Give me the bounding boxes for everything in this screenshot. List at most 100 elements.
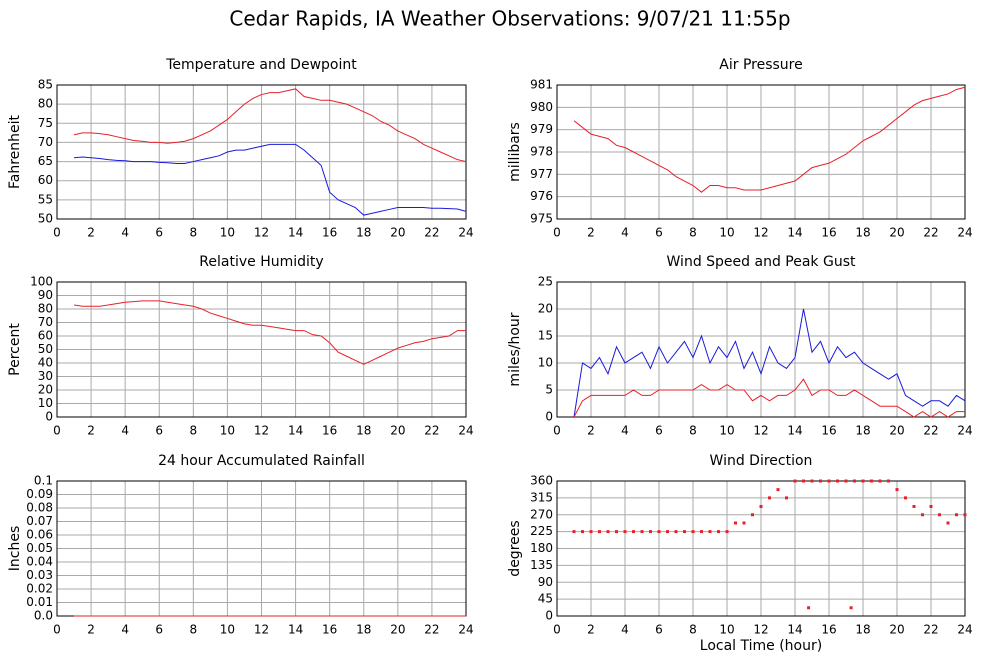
y-tick-label: 40 xyxy=(38,356,53,370)
data-point xyxy=(785,496,788,500)
x-tick-label: 2 xyxy=(587,226,595,240)
x-tick-label: 10 xyxy=(719,424,734,438)
x-tick-label: 6 xyxy=(655,623,663,637)
data-line xyxy=(573,86,966,193)
plot-frame xyxy=(556,281,966,418)
x-tick-label: 22 xyxy=(424,226,439,240)
y-tick-label: 25 xyxy=(538,275,553,289)
data-line xyxy=(73,143,467,216)
y-tick-label: 315 xyxy=(530,490,553,504)
chart-title: Wind Speed and Peak Gust xyxy=(667,254,856,270)
x-tick-label: 16 xyxy=(322,424,337,438)
x-tick-label: 10 xyxy=(719,226,734,240)
y-tick-label: 0.02 xyxy=(26,582,53,596)
x-tick-label: 10 xyxy=(220,424,235,438)
data-point xyxy=(768,496,771,500)
data-point xyxy=(649,530,652,534)
data-point xyxy=(802,479,805,483)
x-tick-label: 4 xyxy=(621,623,629,637)
y-tick-label: 0.05 xyxy=(26,541,53,555)
data-point xyxy=(725,530,729,534)
x-tick-label: 6 xyxy=(155,226,163,240)
chart-title: Relative Humidity xyxy=(199,254,323,270)
x-tick-label: 14 xyxy=(288,424,303,438)
x-tick-label: 2 xyxy=(587,424,595,438)
data-line xyxy=(573,308,966,418)
y-tick-label: 100 xyxy=(30,275,53,289)
data-point xyxy=(598,530,601,534)
y-tick-label: 60 xyxy=(38,329,53,343)
data-point xyxy=(751,513,754,517)
x-tick-label: 12 xyxy=(753,424,768,438)
y-tick-label: 20 xyxy=(538,302,553,316)
x-tick-label: 16 xyxy=(821,226,836,240)
y-axis-label: degrees xyxy=(507,520,523,576)
y-tick-label: 80 xyxy=(38,302,53,316)
x-tick-label: 4 xyxy=(621,424,629,438)
y-tick-label: 975 xyxy=(530,212,553,226)
x-tick-label: 24 xyxy=(458,623,473,637)
data-point xyxy=(904,496,907,500)
y-tick-label: 976 xyxy=(530,189,553,203)
x-tick-label: 22 xyxy=(424,623,439,637)
x-tick-label: 20 xyxy=(889,424,904,438)
data-point xyxy=(632,530,635,534)
x-tick-label: 24 xyxy=(957,226,972,240)
data-point xyxy=(827,479,831,483)
x-tick-label: 0 xyxy=(53,226,61,240)
y-tick-label: 75 xyxy=(38,116,53,130)
y-tick-label: 0 xyxy=(545,410,553,424)
data-point xyxy=(878,479,882,483)
x-tick-label: 2 xyxy=(87,424,95,438)
data-point xyxy=(657,530,661,534)
x-tick-label: 14 xyxy=(288,623,303,637)
y-axis-label: millibars xyxy=(507,122,523,182)
x-tick-label: 24 xyxy=(957,424,972,438)
y-tick-label: 50 xyxy=(38,212,53,226)
x-tick-label: 18 xyxy=(855,424,870,438)
x-tick-label: 8 xyxy=(689,623,697,637)
page-title: Cedar Rapids, IA Weather Observations: 9… xyxy=(229,7,790,31)
y-axis-label: Fahrenheit xyxy=(7,114,23,189)
y-tick-label: 979 xyxy=(530,122,553,136)
y-tick-label: 977 xyxy=(530,167,553,181)
x-tick-label: 0 xyxy=(553,424,561,438)
y-tick-label: 5 xyxy=(545,383,553,397)
y-tick-label: 980 xyxy=(530,100,553,114)
x-tick-label: 6 xyxy=(155,623,163,637)
data-point xyxy=(572,530,576,534)
data-point xyxy=(759,505,763,508)
data-point xyxy=(946,521,950,525)
x-tick-label: 12 xyxy=(753,226,768,240)
data-point xyxy=(691,530,695,534)
x-tick-label: 14 xyxy=(787,623,802,637)
data-point xyxy=(929,505,933,508)
data-point xyxy=(844,479,848,483)
data-point xyxy=(623,530,627,534)
x-tick-label: 18 xyxy=(356,226,371,240)
x-tick-label: 24 xyxy=(957,623,972,637)
x-tick-label: 0 xyxy=(53,424,61,438)
y-axis-label: Percent xyxy=(7,323,23,376)
data-point xyxy=(581,530,584,534)
data-point xyxy=(674,530,678,534)
x-tick-label: 0 xyxy=(553,226,561,240)
y-tick-label: 0.09 xyxy=(26,487,53,501)
x-tick-label: 16 xyxy=(322,226,337,240)
x-tick-label: 10 xyxy=(220,623,235,637)
data-line xyxy=(73,88,467,163)
data-point xyxy=(700,530,703,534)
data-point xyxy=(776,488,780,492)
y-axis-label: Inches xyxy=(7,526,23,571)
x-tick-label: 12 xyxy=(254,623,269,637)
data-point xyxy=(606,530,610,534)
data-point xyxy=(666,530,669,534)
data-point xyxy=(708,530,712,534)
data-point xyxy=(895,488,899,492)
data-point xyxy=(836,479,839,483)
x-tick-label: 22 xyxy=(923,424,938,438)
data-point xyxy=(640,530,644,534)
y-tick-label: 225 xyxy=(530,524,553,538)
plot-frame xyxy=(56,281,467,418)
